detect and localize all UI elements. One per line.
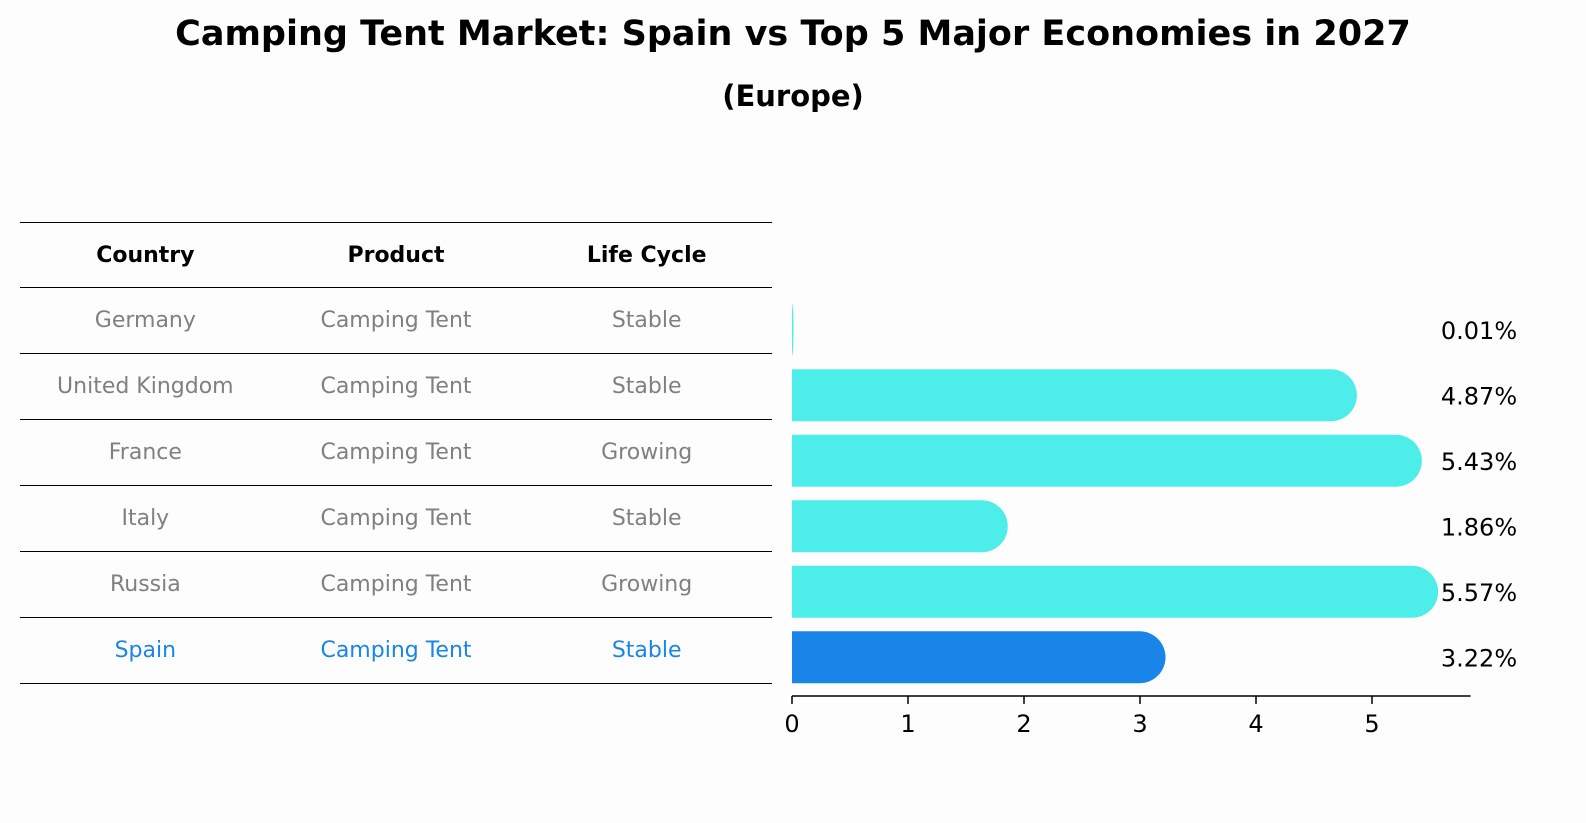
x-tick-label: 4 (1248, 710, 1263, 738)
data-table: Country Product Life Cycle Germany Campi… (20, 222, 772, 684)
cell-product: Camping Tent (320, 374, 472, 399)
table-row: Russia Camping Tent Growing (20, 552, 772, 618)
cell-product: Camping Tent (320, 638, 472, 663)
bar (792, 565, 1439, 618)
x-tick-label: 1 (900, 710, 915, 738)
cell-life-cycle: Stable (611, 374, 682, 399)
bar (792, 631, 1166, 684)
table-row: United Kingdom Camping Tent Stable (20, 354, 772, 420)
table-row: France Camping Tent Growing (20, 420, 772, 486)
header-country: Country (96, 242, 195, 268)
bar (792, 500, 1008, 553)
x-tick-label: 5 (1364, 710, 1379, 738)
x-tick-label: 2 (1016, 710, 1031, 738)
x-tick-label: 0 (784, 710, 799, 738)
table-row: Germany Camping Tent Stable (20, 288, 772, 354)
cell-country: Spain (114, 638, 177, 663)
bar (792, 434, 1422, 487)
value-label: 4.87% (1441, 382, 1517, 410)
header-life-cycle: Life Cycle (586, 242, 707, 268)
value-label: 3.22% (1441, 644, 1517, 672)
cell-product: Camping Tent (320, 440, 472, 465)
cell-life-cycle: Stable (611, 638, 682, 663)
bar (792, 303, 794, 356)
cell-life-cycle: Growing (601, 440, 693, 465)
cell-country: Italy (121, 506, 170, 531)
cell-country: Russia (109, 572, 181, 597)
chart-subtitle: (Europe) (722, 79, 864, 113)
cell-product: Camping Tent (320, 572, 472, 597)
chart-title: Camping Tent Market: Spain vs Top 5 Majo… (175, 14, 1411, 54)
value-label: 5.43% (1441, 448, 1517, 476)
header-product: Product (347, 242, 445, 268)
cell-life-cycle: Growing (601, 572, 693, 597)
table-row-highlighted: Spain Camping Tent Stable (20, 618, 772, 684)
cell-country: Germany (94, 308, 196, 333)
cell-life-cycle: Stable (611, 308, 682, 333)
bar (792, 369, 1357, 422)
table-header-row: Country Product Life Cycle (20, 222, 772, 288)
value-label: 1.86% (1441, 513, 1517, 541)
cell-country: France (108, 440, 182, 465)
cell-product: Camping Tent (320, 308, 472, 333)
cell-life-cycle: Stable (611, 506, 682, 531)
cell-country: United Kingdom (57, 374, 234, 399)
cell-product: Camping Tent (320, 506, 472, 531)
value-label: 0.01% (1441, 317, 1517, 345)
x-tick-label: 3 (1132, 710, 1147, 738)
value-label: 5.57% (1441, 579, 1517, 607)
table-row: Italy Camping Tent Stable (20, 486, 772, 552)
